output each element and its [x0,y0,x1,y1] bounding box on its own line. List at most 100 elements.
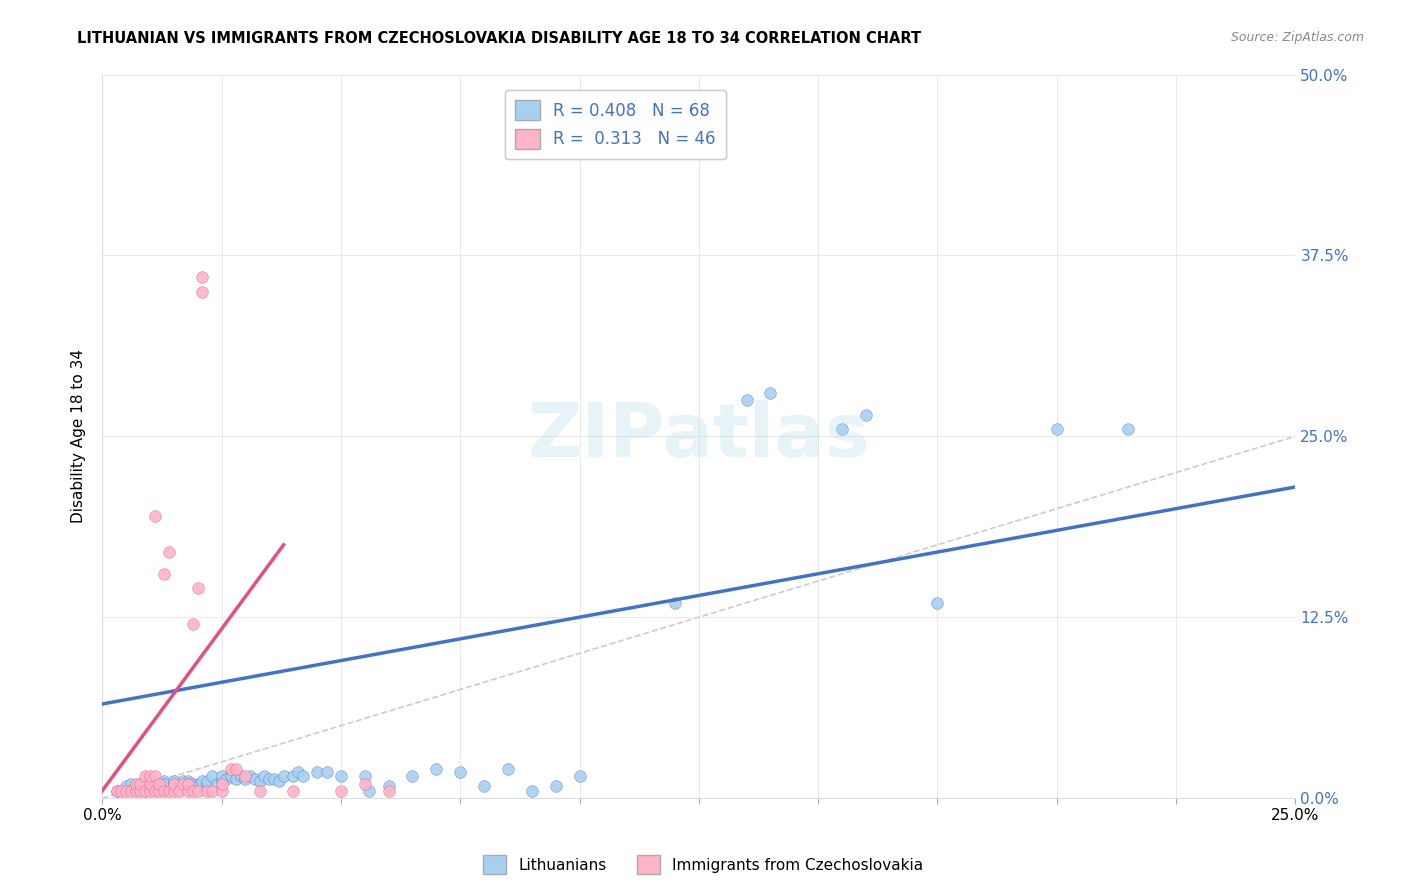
Point [139,769,162,783]
Point [115,780,138,794]
Point [291,769,314,783]
Point [177,776,200,790]
Point [377,780,399,794]
Point [211,773,233,788]
Point [129,776,152,790]
Point [211,769,233,783]
Point [219,769,242,783]
Point [243,772,266,787]
Point [172,773,194,788]
Point [124,780,146,794]
Point [143,769,166,783]
Point [139,773,162,788]
Point [153,773,176,788]
Point [425,762,447,776]
Point [157,545,180,559]
Point [120,776,142,790]
Point [110,784,132,798]
Point [520,784,543,798]
Point [167,784,190,798]
Point [195,773,218,788]
Point [134,769,156,783]
Point [215,772,238,787]
Point [287,764,309,779]
Point [401,769,423,783]
Point [139,776,162,790]
Point [568,769,591,783]
Point [219,762,242,776]
Point [195,784,218,798]
Point [129,776,152,790]
Point [359,784,381,798]
Point [134,784,156,798]
Point [927,596,949,610]
Point [239,769,262,783]
Point [187,776,209,790]
Point [249,784,271,798]
Point [148,784,170,798]
Point [177,776,200,790]
Point [281,784,304,798]
Point [496,762,519,776]
Point [273,769,295,783]
Point [664,596,686,610]
Point [181,776,204,790]
Point [163,784,186,798]
Point [195,776,218,790]
Point [205,776,228,790]
Point [353,776,375,790]
Point [143,508,166,523]
Point [1118,422,1140,436]
Point [129,784,152,798]
Point [315,764,337,779]
Point [201,769,224,783]
Point [235,772,257,787]
Point [148,776,170,790]
Point [163,776,186,790]
Point [211,776,233,790]
Point [329,784,352,798]
Point [191,773,214,788]
Point [105,784,128,798]
Point [153,776,176,790]
Point [139,784,162,798]
Point [759,385,782,400]
Point [153,784,176,798]
Point [353,769,375,783]
Text: Source: ZipAtlas.com: Source: ZipAtlas.com [1230,31,1364,45]
Point [267,773,290,788]
Point [1046,422,1069,436]
Point [831,422,853,436]
Point [181,617,204,632]
Y-axis label: Disability Age 18 to 34: Disability Age 18 to 34 [72,350,86,524]
Point [191,285,214,299]
Point [281,769,304,783]
Point [134,784,156,798]
Point [225,772,247,787]
Point [157,784,180,798]
Point [544,780,567,794]
Point [105,784,128,798]
Point [249,773,271,788]
Point [472,780,495,794]
Legend: R = 0.408   N = 68, R =  0.313   N = 46: R = 0.408 N = 68, R = 0.313 N = 46 [505,90,725,159]
Point [153,566,176,581]
Point [115,784,138,798]
Point [177,784,200,798]
Point [139,780,162,794]
Point [191,270,214,285]
Point [235,769,257,783]
Point [177,776,200,790]
Point [124,784,146,798]
Point [377,784,399,798]
Point [211,784,233,798]
Point [201,784,224,798]
Point [259,772,281,787]
Point [148,776,170,790]
Point [148,780,170,794]
Point [163,776,186,790]
Point [187,780,209,794]
Point [263,772,285,787]
Point [229,769,252,783]
Point [120,784,142,798]
